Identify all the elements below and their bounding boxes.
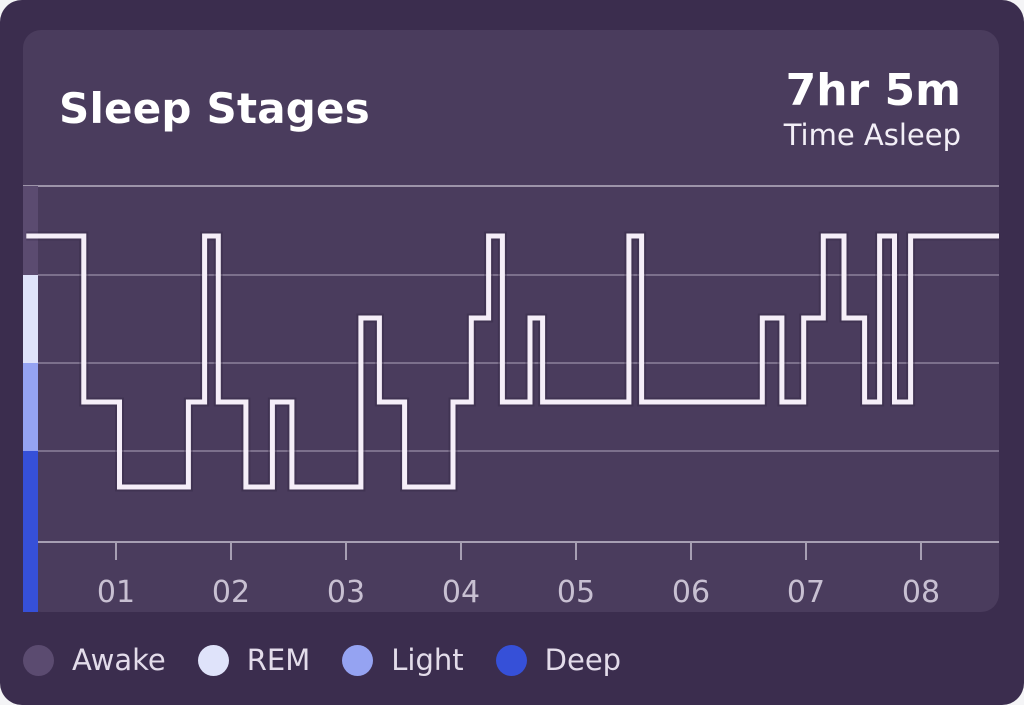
chart-title: Sleep Stages: [59, 84, 370, 133]
x-tick-label-01: 01: [97, 575, 135, 610]
time-asleep-label: Time Asleep: [783, 118, 961, 152]
legend-item-light: Light: [342, 643, 464, 677]
x-tick-label-02: 02: [212, 575, 250, 610]
legend-label-light: Light: [391, 643, 464, 677]
legend-item-deep: Deep: [495, 643, 622, 677]
x-tick-label-06: 06: [672, 575, 710, 610]
sleep-stages-chart: 01 02 03 04 05 06 07 08: [23, 185, 999, 612]
stage-bar-rem: [23, 275, 38, 363]
legend-swatch-awake: [23, 644, 54, 676]
time-asleep-value: 7hr 5m: [785, 65, 961, 116]
legend-swatch-light: [342, 644, 374, 676]
legend-label-awake: Awake: [72, 643, 166, 677]
legend-label-deep: Deep: [544, 643, 622, 677]
stage-bar-deep: [23, 451, 38, 612]
time-asleep-summary: 7hr 5m Time Asleep: [784, 66, 961, 154]
x-tick-label-08: 08: [902, 575, 940, 610]
legend-label-rem: REM: [246, 643, 311, 677]
sleep-stage-line-shadow: [26, 231, 999, 492]
stage-bar-awake: [23, 186, 38, 275]
sleep-stage-line: [26, 233, 999, 490]
legend-item-rem: REM: [197, 643, 311, 677]
stage-bar-light: [23, 363, 38, 451]
x-tick-label-03: 03: [327, 575, 365, 610]
x-tick-label-05: 05: [557, 575, 595, 610]
chart-legend: Awake REM Light Deep: [23, 640, 653, 680]
chart-card: Sleep Stages 7hr 5m Time Asleep: [23, 30, 999, 612]
legend-swatch-deep: [495, 644, 527, 676]
legend-swatch-rem: [197, 644, 229, 676]
x-tick-label-07: 07: [787, 575, 825, 610]
x-tick-label-04: 04: [442, 575, 480, 610]
legend-item-awake: Awake: [23, 643, 166, 677]
